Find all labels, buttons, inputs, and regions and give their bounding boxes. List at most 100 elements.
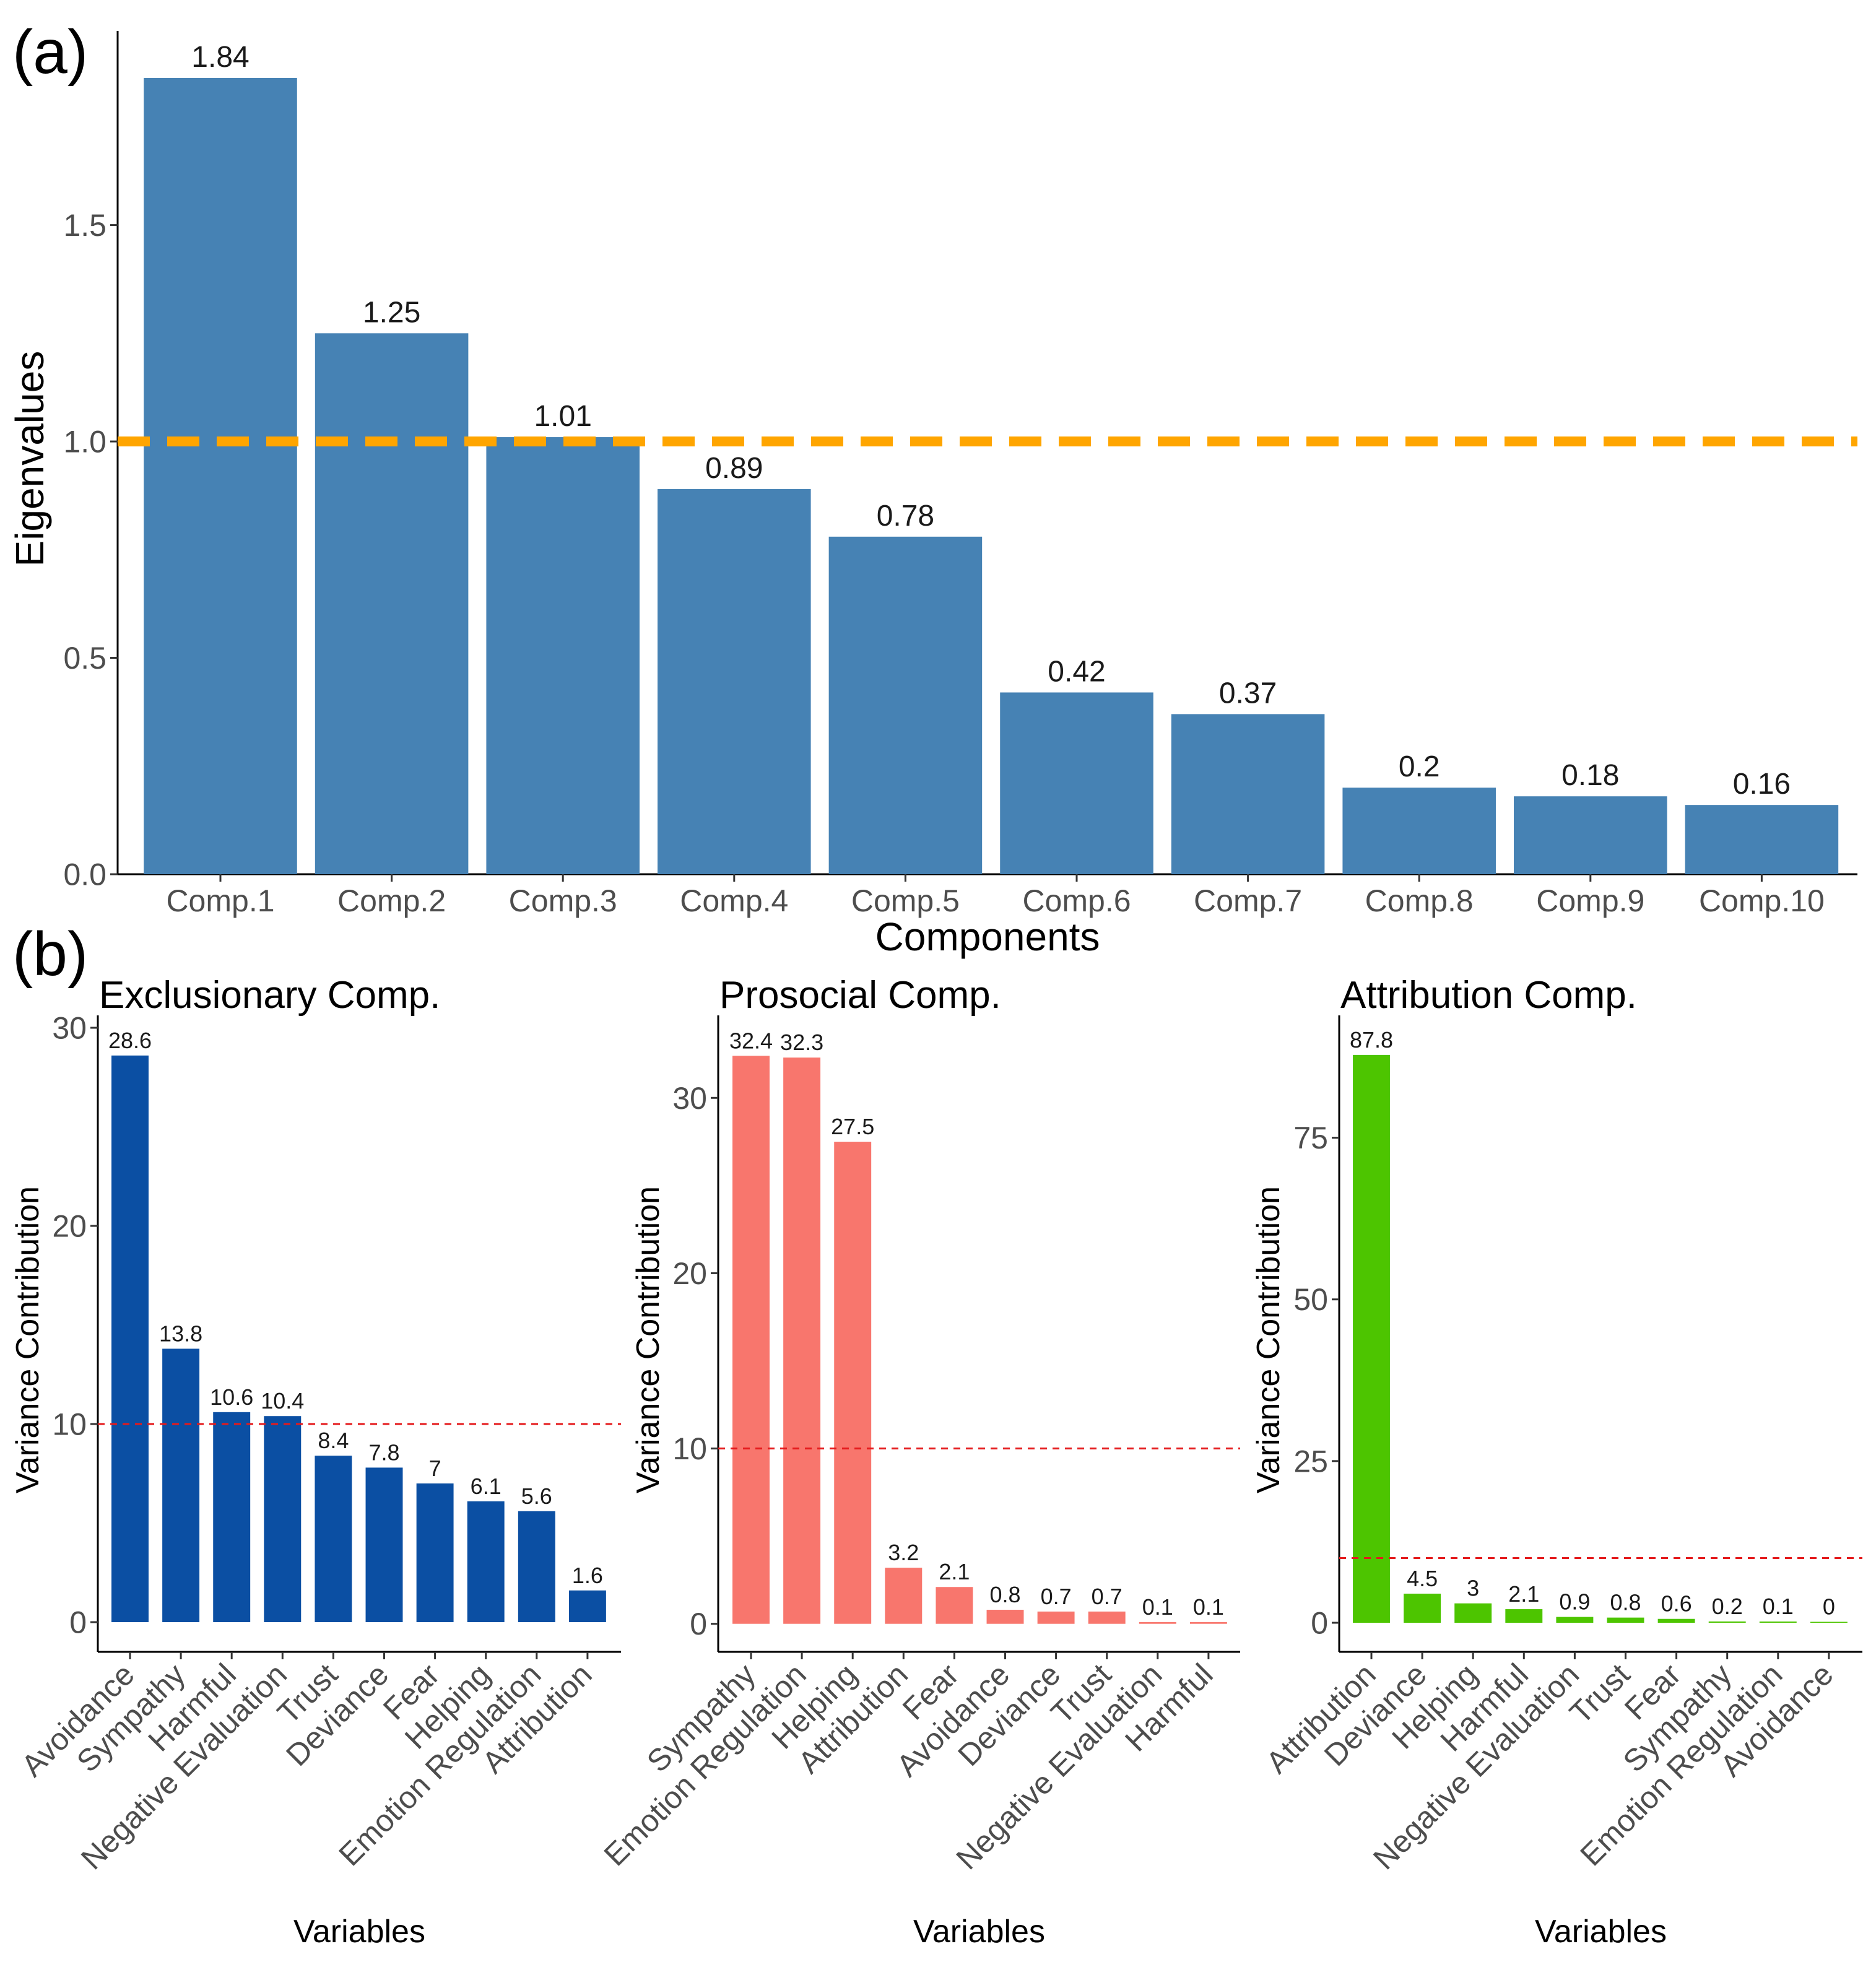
y-tick-label: 50 bbox=[1293, 1282, 1328, 1317]
data-label: 87.8 bbox=[1350, 1027, 1393, 1053]
y-tick-label: 0.0 bbox=[63, 858, 106, 892]
bar-helping bbox=[1454, 1603, 1492, 1623]
bar-harmful bbox=[1505, 1609, 1543, 1623]
bar-comp-3 bbox=[486, 437, 640, 874]
panel-b-tag: (b) bbox=[12, 919, 88, 989]
bar-attribution bbox=[885, 1568, 923, 1624]
y-tick-label: 30 bbox=[52, 1011, 87, 1046]
y-tick-label: 75 bbox=[1293, 1121, 1328, 1155]
y-tick-label: 0.5 bbox=[63, 641, 106, 675]
data-label: 7 bbox=[429, 1456, 441, 1481]
y-tick-label: 20 bbox=[52, 1209, 87, 1244]
bar-helping bbox=[834, 1142, 872, 1624]
bar-negative-evaluation bbox=[264, 1416, 302, 1622]
bar-fear bbox=[936, 1587, 973, 1624]
bar-comp-10 bbox=[1685, 805, 1839, 874]
bar-avoidance bbox=[111, 1055, 149, 1622]
bar-fear bbox=[416, 1483, 454, 1622]
y-tick-label: 25 bbox=[1293, 1444, 1328, 1479]
bar-trust bbox=[1607, 1617, 1644, 1623]
bar-deviance bbox=[1404, 1593, 1441, 1623]
data-label: 0.42 bbox=[1048, 655, 1105, 688]
data-label: 32.4 bbox=[729, 1028, 773, 1053]
bar-comp-6 bbox=[1000, 692, 1153, 874]
x-axis-title: Components bbox=[875, 914, 1100, 959]
x-tick-label: Comp.3 bbox=[509, 884, 617, 918]
x-tick-label: Comp.1 bbox=[166, 884, 274, 918]
data-label: 0.1 bbox=[1763, 1594, 1794, 1619]
data-label: 3 bbox=[1467, 1576, 1479, 1601]
bar-harmful bbox=[1189, 1622, 1227, 1624]
data-label: 2.1 bbox=[1508, 1581, 1539, 1607]
bar-trust bbox=[315, 1456, 352, 1622]
bar-comp-4 bbox=[658, 488, 811, 874]
data-label: 0.2 bbox=[1399, 750, 1440, 783]
data-label: 0.89 bbox=[705, 452, 763, 485]
data-label: 1.6 bbox=[572, 1563, 603, 1588]
y-tick-label: 1.5 bbox=[63, 208, 106, 243]
data-label: 10.4 bbox=[261, 1388, 304, 1413]
bar-comp-7 bbox=[1171, 714, 1325, 874]
bar-sympathy bbox=[732, 1056, 770, 1624]
bar-comp-2 bbox=[315, 333, 469, 874]
x-tick-label: Comp.6 bbox=[1022, 884, 1131, 918]
bar-helping bbox=[467, 1501, 505, 1622]
y-tick-label: 0 bbox=[69, 1605, 87, 1640]
bar-negative-evaluation bbox=[1556, 1617, 1594, 1623]
bar-avoidance bbox=[986, 1610, 1024, 1624]
bar-negative-evaluation bbox=[1139, 1622, 1176, 1624]
x-tick-label: Comp.7 bbox=[1194, 884, 1302, 918]
bar-trust bbox=[1088, 1611, 1126, 1624]
data-label: 0 bbox=[1823, 1594, 1835, 1619]
data-label: 0.9 bbox=[1559, 1589, 1590, 1615]
data-label: 0.7 bbox=[1092, 1584, 1123, 1609]
bar-sympathy bbox=[162, 1348, 200, 1622]
y-tick-label: 0 bbox=[690, 1607, 707, 1641]
bar-harmful bbox=[213, 1412, 251, 1622]
y-axis-title: Variance Contribution bbox=[1251, 1186, 1287, 1493]
y-tick-label: 0 bbox=[1311, 1605, 1328, 1640]
data-label: 1.01 bbox=[534, 400, 591, 433]
bar-comp-1 bbox=[144, 77, 297, 875]
chart-title: Attribution Comp. bbox=[1340, 974, 1637, 1017]
bar-avoidance bbox=[1810, 1622, 1848, 1623]
bar-attribution bbox=[1353, 1054, 1390, 1623]
y-tick-label: 30 bbox=[672, 1081, 707, 1116]
data-label: 2.1 bbox=[939, 1559, 970, 1584]
data-label: 0.6 bbox=[1661, 1591, 1692, 1617]
data-label: 32.3 bbox=[780, 1030, 823, 1055]
x-tick-label: Comp.8 bbox=[1365, 884, 1474, 918]
scree-plot: 0.0 0.5 1.0 1.5 1.84 Comp.1 1.25 Comp.2 1.01 Comp… bbox=[7, 31, 1857, 959]
y-tick-label: 20 bbox=[672, 1256, 707, 1291]
bar-emotion-regulation bbox=[783, 1057, 821, 1624]
data-label: 6.1 bbox=[471, 1474, 502, 1499]
data-label: 0.1 bbox=[1193, 1594, 1224, 1620]
bar-comp-9 bbox=[1514, 796, 1667, 874]
data-label: 8.4 bbox=[318, 1428, 349, 1453]
data-label: 1.25 bbox=[363, 296, 420, 329]
x-tick-label: Comp.4 bbox=[680, 884, 788, 918]
x-tick-label: Comp.9 bbox=[1536, 884, 1644, 918]
y-axis-title: Eigenvalues bbox=[7, 351, 52, 567]
y-tick-label: 10 bbox=[52, 1407, 87, 1442]
bar-comp-8 bbox=[1342, 788, 1496, 874]
data-label: 10.6 bbox=[210, 1384, 253, 1410]
data-label: 5.6 bbox=[521, 1483, 552, 1509]
data-label: 0.8 bbox=[1610, 1590, 1641, 1615]
bar-emotion-regulation bbox=[1759, 1621, 1797, 1623]
data-label: 28.6 bbox=[108, 1028, 152, 1053]
y-tick-label: 1.0 bbox=[63, 425, 106, 459]
x-tick-label: Comp.2 bbox=[337, 884, 446, 918]
y-tick-label: 10 bbox=[672, 1431, 707, 1466]
y-axis-title: Variance Contribution bbox=[10, 1186, 46, 1493]
x-tick-label: Comp.5 bbox=[851, 884, 960, 918]
bar-deviance bbox=[1037, 1611, 1075, 1624]
data-label: 7.8 bbox=[368, 1439, 399, 1465]
data-label: 27.5 bbox=[831, 1114, 874, 1139]
data-label: 4.5 bbox=[1407, 1566, 1438, 1591]
bar-comp-5 bbox=[828, 536, 983, 874]
data-label: 0.2 bbox=[1712, 1594, 1743, 1619]
data-label: 3.2 bbox=[888, 1540, 919, 1565]
